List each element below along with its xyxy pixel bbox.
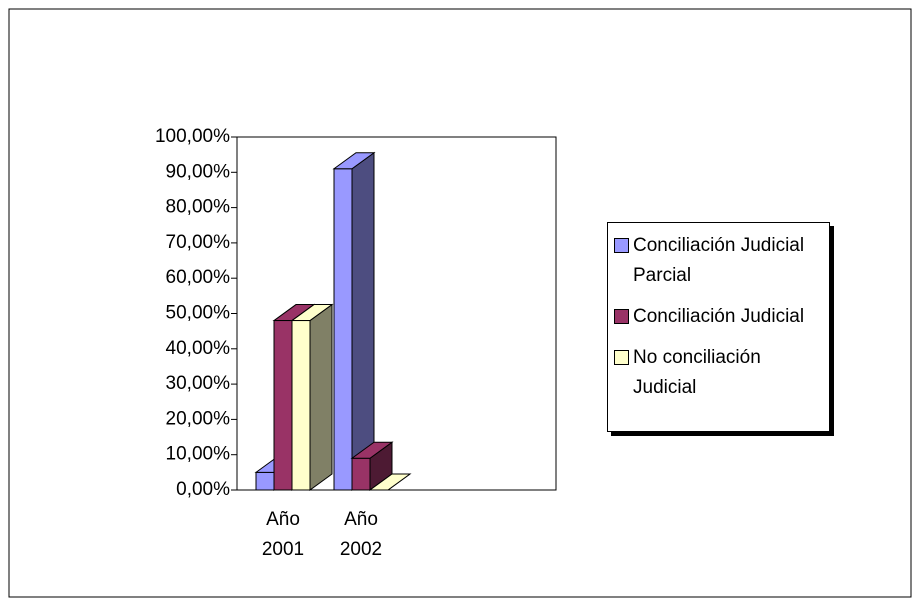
legend-swatch	[614, 350, 629, 365]
x-tick-label: Año 2001	[261, 509, 305, 560]
x-tick-label: Año 2002	[339, 509, 383, 560]
y-tick-label: 70,00%	[166, 232, 231, 253]
bar	[290, 303, 334, 491]
legend-label: No conciliación Judicial	[633, 347, 761, 398]
bar-top	[350, 441, 394, 459]
bar-side	[309, 303, 333, 491]
bar-front	[291, 320, 311, 491]
bar	[332, 151, 376, 491]
y-tick-label: 80,00%	[166, 197, 231, 218]
y-tick-label: 20,00%	[166, 408, 231, 429]
legend-entry: Conciliación Judicial Parcial	[612, 231, 825, 291]
legend-entry: No conciliación Judicial	[612, 343, 825, 403]
y-tick-label: 100,00%	[155, 126, 230, 147]
y-tick-label: 40,00%	[166, 338, 231, 359]
bar	[368, 473, 412, 491]
legend-swatch	[614, 238, 629, 253]
bar-top	[290, 304, 334, 322]
bar	[350, 441, 394, 491]
y-tick-label: 0,00%	[176, 479, 230, 500]
bar-top	[368, 473, 412, 491]
bar-front	[333, 168, 353, 491]
y-tick-label: 90,00%	[166, 161, 231, 182]
bar-top	[332, 152, 376, 170]
legend: Conciliación Judicial Parcial Conciliació…	[607, 222, 830, 432]
y-tick-label: 60,00%	[166, 267, 231, 288]
y-tick-label: 30,00%	[166, 373, 231, 394]
legend-label: Conciliación Judicial Parcial	[633, 235, 805, 286]
bar-front	[273, 320, 293, 491]
bar-side	[351, 151, 375, 491]
legend-entry: Conciliación Judicial	[612, 302, 825, 332]
bar-front	[255, 471, 275, 491]
bar-front	[351, 457, 371, 491]
legend-swatch	[614, 309, 629, 324]
y-tick-label: 10,00%	[166, 444, 231, 465]
y-tick-label: 50,00%	[166, 303, 231, 324]
legend-label: Conciliación Judicial	[633, 306, 805, 327]
